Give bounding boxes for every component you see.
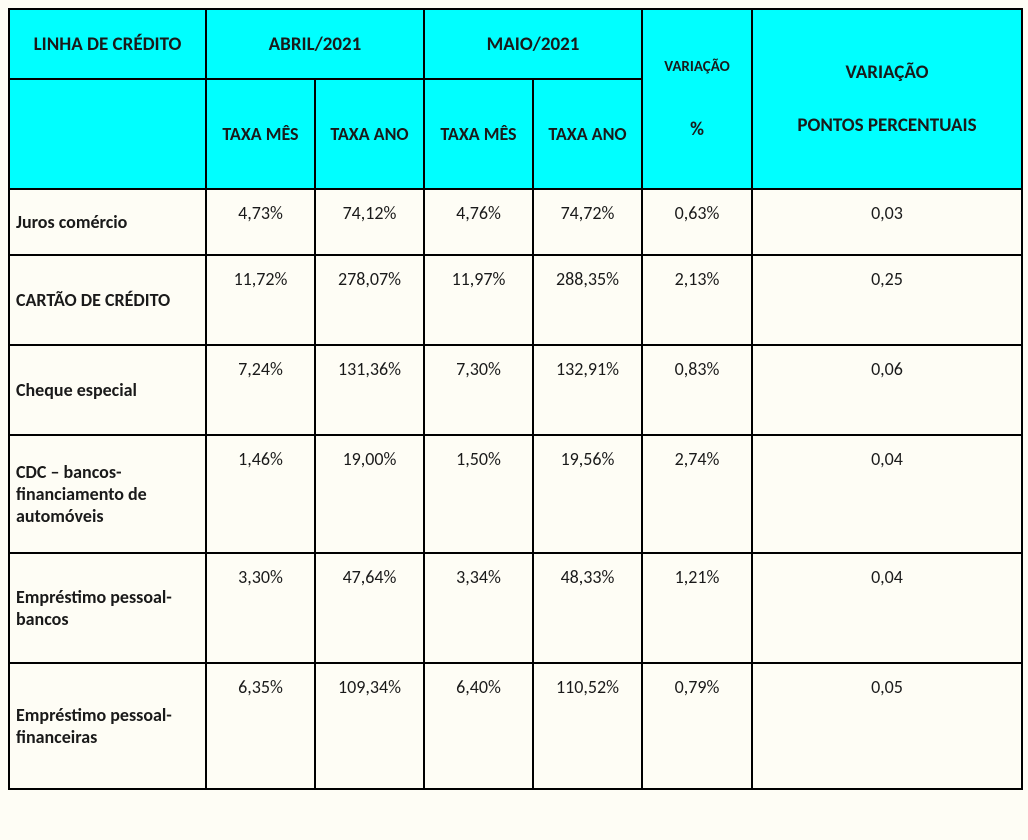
table-row: Empréstimo pessoal-bancos 3,30% 47,64% 3… — [9, 553, 1022, 663]
cell-var-pct: 1,21% — [642, 553, 752, 663]
cell-abr-ano: 74,12% — [315, 189, 424, 255]
row-label: Juros comércio — [9, 189, 206, 255]
cell-var-pct: 0,63% — [642, 189, 752, 255]
cell-var-pp: 0,05 — [752, 663, 1022, 789]
table-body: Juros comércio 4,73% 74,12% 4,76% 74,72%… — [9, 189, 1022, 789]
row-label: Cheque especial — [9, 345, 206, 435]
cell-abr-mes: 7,24% — [206, 345, 315, 435]
cell-mai-mes: 1,50% — [424, 435, 533, 553]
table-row: Juros comércio 4,73% 74,12% 4,76% 74,72%… — [9, 189, 1022, 255]
cell-mai-mes: 7,30% — [424, 345, 533, 435]
col-header-abril: ABRIL/2021 — [206, 9, 424, 79]
variacao-label: VARIAÇÃO — [647, 58, 747, 76]
cell-var-pct: 2,13% — [642, 255, 752, 345]
col-header-variacao-pct: VARIAÇÃO % — [642, 9, 752, 189]
cell-mai-mes: 3,34% — [424, 553, 533, 663]
cell-var-pp: 0,06 — [752, 345, 1022, 435]
variacao-pp-l2: PONTOS PERCENTUAIS — [757, 114, 1017, 137]
row-label: Empréstimo pessoal-bancos — [9, 553, 206, 663]
cell-abr-mes: 3,30% — [206, 553, 315, 663]
cell-abr-mes: 11,72% — [206, 255, 315, 345]
col-header-abr-mes: TAXA MÊS — [206, 79, 315, 189]
cell-abr-ano: 278,07% — [315, 255, 424, 345]
cell-var-pp: 0,25 — [752, 255, 1022, 345]
cell-abr-ano: 47,64% — [315, 553, 424, 663]
cell-var-pct: 0,79% — [642, 663, 752, 789]
cell-var-pp: 0,03 — [752, 189, 1022, 255]
cell-abr-ano: 131,36% — [315, 345, 424, 435]
row-label: Empréstimo pessoal-financeiras — [9, 663, 206, 789]
cell-mai-mes: 4,76% — [424, 189, 533, 255]
cell-mai-mes: 11,97% — [424, 255, 533, 345]
cell-var-pp: 0,04 — [752, 435, 1022, 553]
col-header-maio: MAIO/2021 — [424, 9, 642, 79]
col-header-abr-ano: TAXA ANO — [315, 79, 424, 189]
col-header-mai-ano: TAXA ANO — [533, 79, 642, 189]
row-label: CARTÃO DE CRÉDITO — [9, 255, 206, 345]
cell-mai-ano: 74,72% — [533, 189, 642, 255]
percent-label: % — [647, 118, 747, 141]
credit-rates-table: LINHA DE CRÉDITO ABRIL/2021 MAIO/2021 VA… — [8, 8, 1023, 790]
cell-var-pct: 0,83% — [642, 345, 752, 435]
cell-abr-ano: 109,34% — [315, 663, 424, 789]
cell-var-pp: 0,04 — [752, 553, 1022, 663]
variacao-pp-l1: VARIAÇÃO — [757, 61, 1017, 84]
cell-mai-ano: 19,56% — [533, 435, 642, 553]
col-header-variacao-pp: VARIAÇÃO PONTOS PERCENTUAIS — [752, 9, 1022, 189]
cell-abr-ano: 19,00% — [315, 435, 424, 553]
cell-abr-mes: 6,35% — [206, 663, 315, 789]
table-row: CDC – bancos-financiamento de automóveis… — [9, 435, 1022, 553]
col-header-linha-blank — [9, 79, 206, 189]
table-row: CARTÃO DE CRÉDITO 11,72% 278,07% 11,97% … — [9, 255, 1022, 345]
cell-mai-ano: 132,91% — [533, 345, 642, 435]
row-label: CDC – bancos-financiamento de automóveis — [9, 435, 206, 553]
col-header-linha: LINHA DE CRÉDITO — [9, 9, 206, 79]
cell-abr-mes: 1,46% — [206, 435, 315, 553]
cell-mai-ano: 110,52% — [533, 663, 642, 789]
cell-mai-mes: 6,40% — [424, 663, 533, 789]
cell-mai-ano: 48,33% — [533, 553, 642, 663]
table-header: LINHA DE CRÉDITO ABRIL/2021 MAIO/2021 VA… — [9, 9, 1022, 189]
col-header-mai-mes: TAXA MÊS — [424, 79, 533, 189]
table-row: Empréstimo pessoal-financeiras 6,35% 109… — [9, 663, 1022, 789]
cell-abr-mes: 4,73% — [206, 189, 315, 255]
table-row: Cheque especial 7,24% 131,36% 7,30% 132,… — [9, 345, 1022, 435]
cell-var-pct: 2,74% — [642, 435, 752, 553]
cell-mai-ano: 288,35% — [533, 255, 642, 345]
